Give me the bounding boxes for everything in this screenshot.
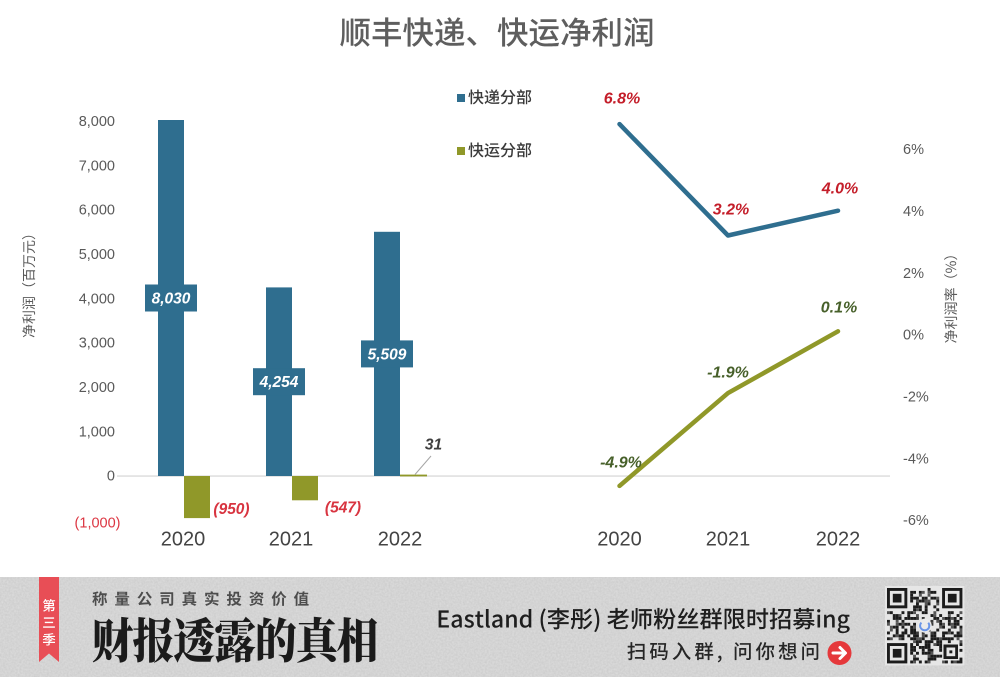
svg-text:0: 0 — [107, 469, 115, 485]
svg-text:(547): (547) — [325, 500, 361, 517]
svg-text:2020: 2020 — [161, 529, 206, 551]
svg-text:2022: 2022 — [378, 529, 423, 551]
svg-text:7,000: 7,000 — [79, 158, 115, 174]
svg-text:(1,000): (1,000) — [75, 515, 121, 531]
svg-text:4.0%: 4.0% — [821, 181, 858, 198]
svg-text:6,000: 6,000 — [79, 203, 115, 219]
svg-text:4%: 4% — [903, 204, 924, 220]
svg-text:31: 31 — [425, 437, 442, 454]
svg-text:3.2%: 3.2% — [713, 202, 749, 219]
svg-text:8,000: 8,000 — [79, 114, 115, 130]
svg-text:-6%: -6% — [903, 513, 929, 529]
svg-text:-1.9%: -1.9% — [707, 365, 749, 382]
svg-text:-2%: -2% — [903, 389, 929, 405]
svg-text:2021: 2021 — [269, 529, 314, 551]
svg-text:2%: 2% — [903, 266, 924, 282]
svg-text:6.8%: 6.8% — [604, 91, 640, 108]
svg-text:2021: 2021 — [706, 529, 751, 551]
svg-text:0%: 0% — [903, 328, 924, 344]
svg-text:(950): (950) — [213, 501, 249, 518]
svg-text:-4.9%: -4.9% — [600, 455, 642, 472]
svg-text:1,000: 1,000 — [79, 424, 115, 440]
svg-text:4,254: 4,254 — [259, 374, 299, 391]
svg-text:2,000: 2,000 — [79, 380, 115, 396]
svg-text:4,000: 4,000 — [79, 291, 115, 307]
svg-text:-4%: -4% — [903, 451, 929, 467]
svg-text:3,000: 3,000 — [79, 336, 115, 352]
svg-text:0.1%: 0.1% — [821, 300, 857, 317]
svg-text:6%: 6% — [903, 142, 924, 158]
svg-text:2022: 2022 — [816, 529, 861, 551]
svg-text:5,000: 5,000 — [79, 247, 115, 263]
svg-text:2020: 2020 — [597, 529, 642, 551]
svg-text:8,030: 8,030 — [152, 290, 191, 307]
svg-text:5,509: 5,509 — [368, 346, 407, 363]
